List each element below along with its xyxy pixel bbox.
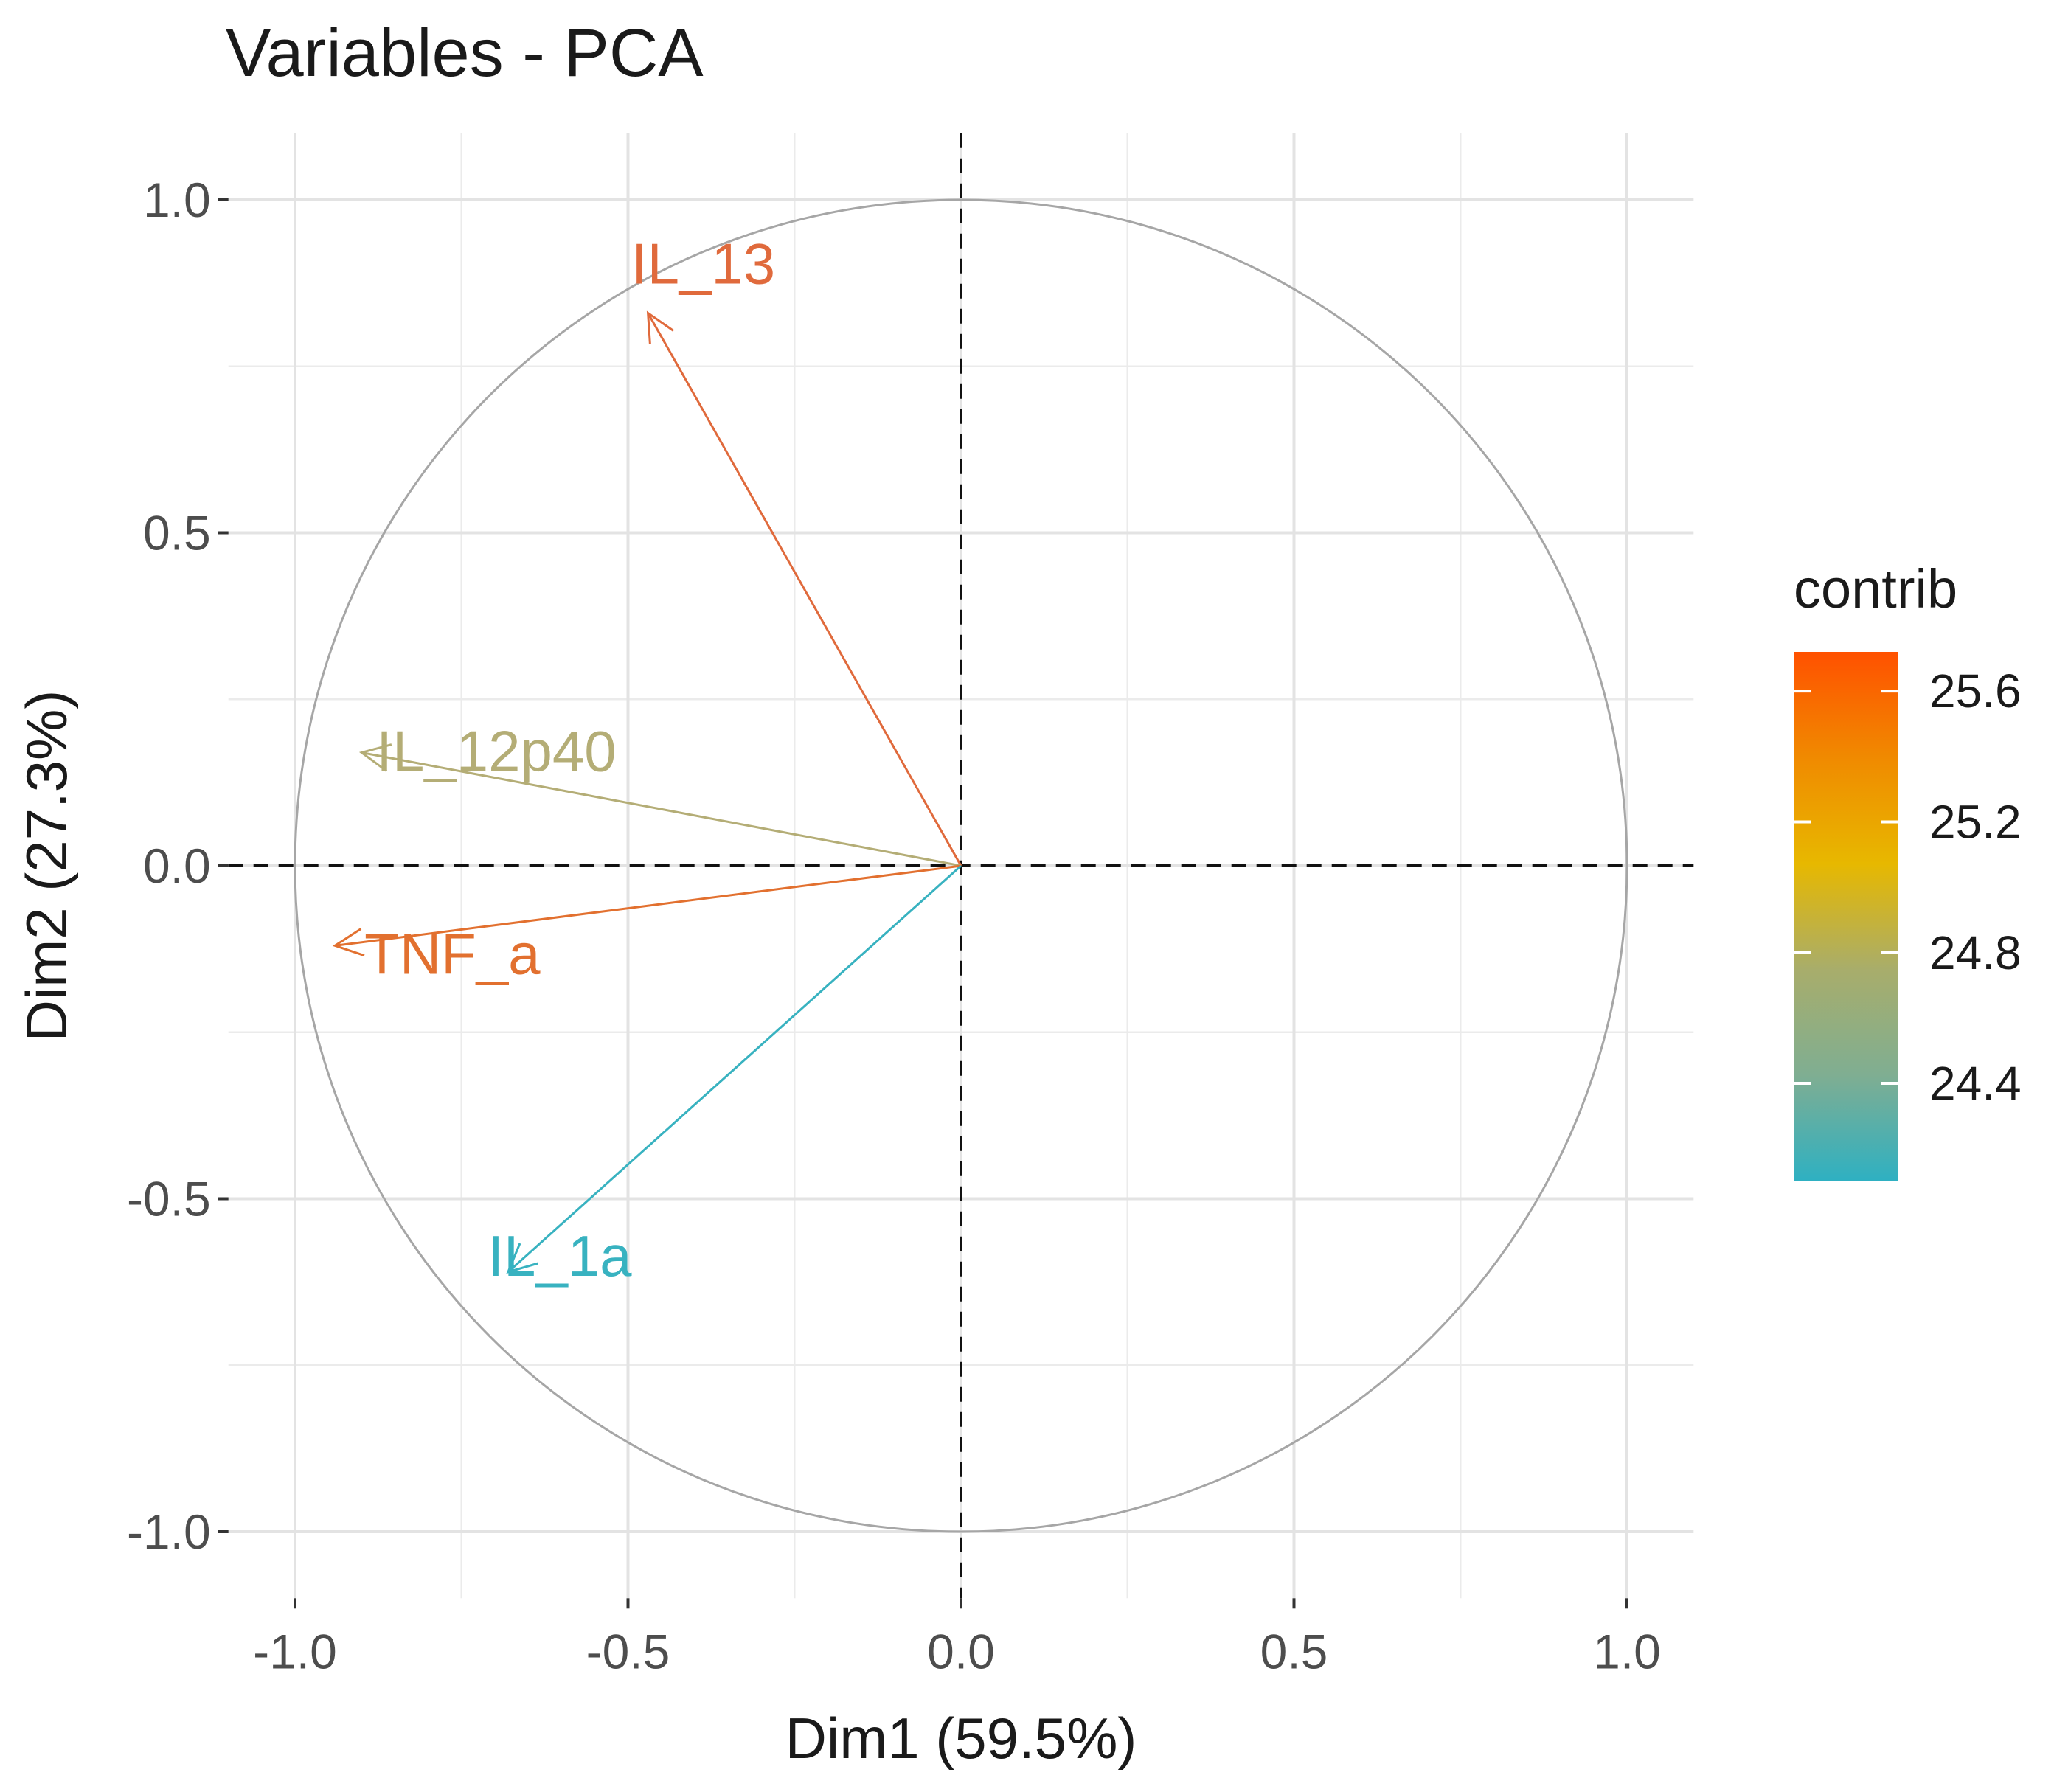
variable-label: TNF_a xyxy=(364,921,541,986)
legend-title: contrib xyxy=(1794,558,1957,619)
correlation-circle xyxy=(294,198,1628,1533)
variable-arrowhead xyxy=(332,928,365,957)
variable-arrowhead xyxy=(646,310,674,344)
y-tick-label: -0.5 xyxy=(127,1172,211,1226)
legend-tick-label: 24.4 xyxy=(1929,1057,2022,1110)
y-tick-label: 0.0 xyxy=(143,838,211,893)
variable-arrow xyxy=(361,751,962,867)
y-tick-label: -1.0 xyxy=(127,1504,211,1559)
variable-label: IL_13 xyxy=(631,232,775,296)
y-axis-label: Dim2 (27.3%) xyxy=(14,690,79,1042)
x-tick-label: 1.0 xyxy=(1593,1624,1661,1678)
x-axis-label: Dim1 (59.5%) xyxy=(785,1706,1137,1771)
legend-tick-label: 24.8 xyxy=(1929,926,2022,979)
variable-arrowhead xyxy=(506,1243,538,1274)
legend-tick-label: 25.6 xyxy=(1929,664,2022,718)
y-tick-label: 0.5 xyxy=(143,506,211,560)
chart-title: Variables - PCA xyxy=(226,15,704,91)
variable-arrowhead xyxy=(358,743,392,772)
variable-arrow xyxy=(507,864,962,1273)
variable-label: IL_1a xyxy=(488,1223,632,1288)
legend-colorbar xyxy=(1794,652,1898,1181)
variable-arrow xyxy=(334,864,962,947)
x-tick-label: 0.0 xyxy=(927,1624,995,1678)
legend: contrib 25.6 25.2 24.8 24.4 xyxy=(1794,558,2022,1181)
variable-label: IL_12p40 xyxy=(376,718,616,783)
x-tick-label: 0.5 xyxy=(1260,1624,1328,1678)
x-tick-label: -1.0 xyxy=(253,1624,337,1678)
plot-panel: -1.0 -0.5 0.0 0.5 1.0 -1.0 -0.5 0.0 0.5 1.0 IL_13 I… xyxy=(127,133,1694,1678)
x-tick-label: -0.5 xyxy=(586,1624,670,1678)
y-tick-label: 1.0 xyxy=(143,173,211,227)
legend-tick-label: 25.2 xyxy=(1929,795,2022,848)
variable-arrow xyxy=(647,312,962,867)
